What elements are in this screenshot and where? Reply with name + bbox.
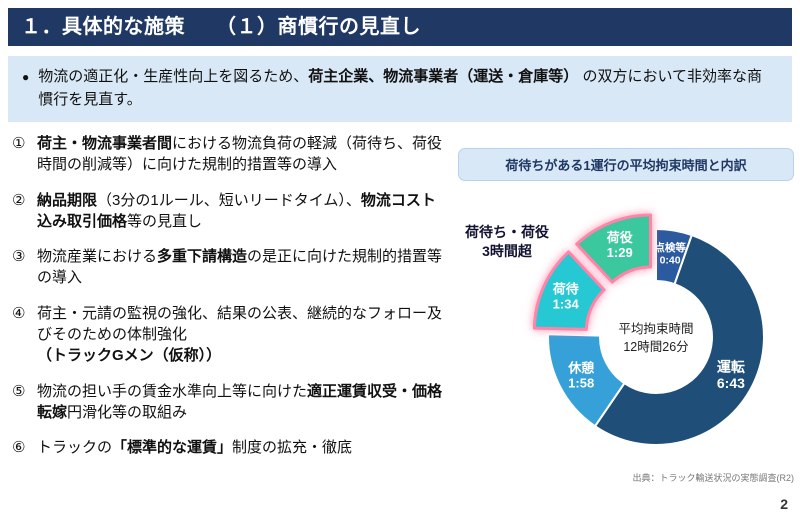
list-item: ② 納品期限（3分の1ルール、短いリードタイム）、物流コスト込み取引価格等の見直… xyxy=(12,190,450,233)
donut-chart: 点検等 0:40 運転 6:43 休憩 1:58 荷待 1:34 荷役 1:29 荷待ち・荷役 3… xyxy=(456,185,796,471)
slice-4 xyxy=(575,213,652,284)
text: 制度の拡充・徹底 xyxy=(232,439,353,457)
slice-label-4: 荷役 1:29 xyxy=(606,230,633,260)
item-number: ③ xyxy=(12,248,26,266)
item-text: 物流の担い手の賃金水準向上等に向けた適正運賃収受・価格転嫁円滑化等の取組み xyxy=(37,381,450,424)
text: 等の見直し xyxy=(127,212,203,230)
chart-title: 荷待ちがある1運行の平均拘束時間と内訳 xyxy=(458,148,794,181)
item-number: ② xyxy=(12,191,26,209)
text-bold: （トラックGメン（仮称）） xyxy=(37,347,222,365)
text-bold: 納品期限 xyxy=(37,191,98,209)
summary-text: 物流の適正化・生産性向上を図るため、荷主企業、物流事業者（運送・倉庫等） の双方… xyxy=(38,65,774,112)
slice-2 xyxy=(547,333,626,428)
text-bold: 荷主・物流事業者間 xyxy=(37,135,173,152)
summary-box: ● 物流の適正化・生産性向上を図るため、荷主企業、物流事業者（運送・倉庫等） の… xyxy=(8,56,792,122)
text-bold: 荷主企業、物流事業者（運送・倉庫等） xyxy=(308,68,579,85)
item-number: ⑤ xyxy=(12,382,26,400)
item-number: ⑥ xyxy=(12,439,26,457)
chart-panel: 荷待ちがある1運行の平均拘束時間と内訳 点検等 0:40 運転 6:43 休憩 1:58 荷… xyxy=(456,148,796,484)
text: における物流負荷の軽減（荷待ち、荷役時間の削減等）に向けた規制的措置等の導入 xyxy=(37,135,443,174)
item-text: 納品期限（3分の1ルール、短いリードタイム）、物流コスト込み取引価格等の見直し xyxy=(37,190,450,233)
donut-svg: 点検等 0:40 運転 6:43 休憩 1:58 荷待 1:34 荷役 1:29 xyxy=(532,213,765,446)
list-item: ① 荷主・物流事業者間における物流負荷の軽減（荷待ち、荷役時間の削減等）に向けた… xyxy=(12,133,450,176)
slice-label-0: 点検等 0:40 xyxy=(654,241,686,267)
item-text: 荷主・元請の監視の強化、結果の公表、継続的なフォロー及びそのための体制強化 （ト… xyxy=(37,303,450,367)
item-text: 物流産業における多重下請構造の是正に向けた規制的措置等の導入 xyxy=(37,246,450,289)
slice-3 xyxy=(532,250,606,331)
list-item: ⑤ 物流の担い手の賃金水準向上等に向けた適正運賃収受・価格転嫁円滑化等の取組み xyxy=(12,381,450,424)
slice-label-1: 運転 6:43 xyxy=(717,359,745,391)
text-bold: 物流コスト込み取引価格 xyxy=(37,191,436,230)
page-title: １．具体的な施策 （１）商慣行の見直し xyxy=(8,8,792,46)
bullet-icon: ● xyxy=(22,70,30,84)
callout-line2: 3時間超 xyxy=(482,242,532,259)
slice-1 xyxy=(594,234,765,446)
chart-source: 出典：トラック輸送状況の実態調査(R2) xyxy=(632,473,795,483)
text: （3分の1ルール、短いリードタイム）、 xyxy=(97,191,361,209)
text-bold: 適正運賃収受・価格転嫁 xyxy=(37,382,443,421)
item-number: ④ xyxy=(12,304,26,322)
text: の是正に向けた規制的措置等の導入 xyxy=(37,248,443,287)
callout-line1: 荷待ち・荷役 xyxy=(465,224,549,240)
center-label-line1: 平均拘束時間 xyxy=(618,322,694,336)
text: 物流産業における xyxy=(37,248,158,266)
text: 円滑化等の取組み xyxy=(67,403,188,421)
text-bold: 「標準的な運賃」 xyxy=(112,439,233,457)
text: トラックの xyxy=(37,439,113,457)
text: 荷主・元請の監視の強化、結果の公表、継続的なフォロー及びそのための体制強化 xyxy=(37,304,443,344)
text-bold: 多重下請構造 xyxy=(157,248,248,266)
list-item: ④ 荷主・元請の監視の強化、結果の公表、継続的なフォロー及びそのための体制強化 … xyxy=(12,303,450,367)
list-item: ⑥ トラックの「標準的な運賃」制度の拡充・徹底 xyxy=(12,437,450,458)
text: の双方において非効率な商慣行を見直す。 xyxy=(38,68,763,109)
text: 物流の適正化・生産性向上を図るため、 xyxy=(38,68,309,85)
slice-label-3: 荷待 1:34 xyxy=(552,281,580,311)
item-number: ① xyxy=(12,135,26,152)
item-text: 荷主・物流事業者間における物流負荷の軽減（荷待ち、荷役時間の削減等）に向けた規制… xyxy=(37,133,450,176)
chart-center-label: 平均拘束時間 12時間26分 xyxy=(596,320,716,356)
text: 物流の担い手の賃金水準向上等に向けた xyxy=(37,382,308,400)
center-label-line2: 12時間26分 xyxy=(623,340,689,355)
slice-label-2: 休憩 1:58 xyxy=(567,360,594,390)
list-item: ③ 物流産業における多重下請構造の是正に向けた規制的措置等の導入 xyxy=(12,246,450,289)
item-text: トラックの「標準的な運賃」制度の拡充・徹底 xyxy=(37,437,450,458)
policy-list: ① 荷主・物流事業者間における物流負荷の軽減（荷待ち、荷役時間の削減等）に向けた… xyxy=(12,133,450,473)
page-number: 2 xyxy=(780,496,788,512)
chart-callout: 荷待ち・荷役 3時間超 xyxy=(448,223,566,261)
